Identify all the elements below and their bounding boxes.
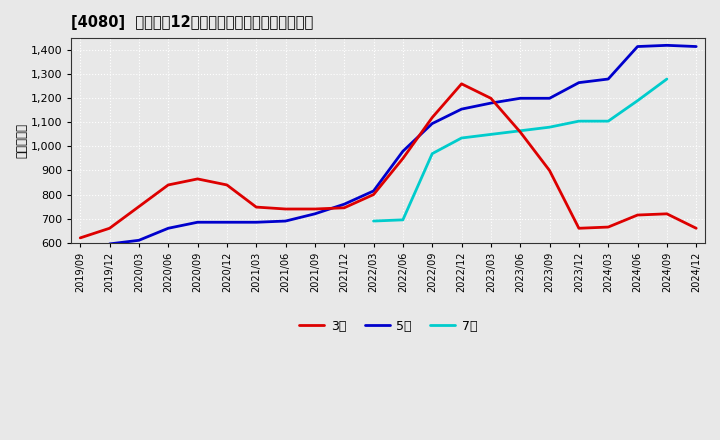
- 5年: [428, 121, 436, 126]
- 3年: [164, 182, 173, 187]
- 7年: [428, 151, 436, 156]
- 5年: [516, 95, 525, 101]
- 3年: [575, 226, 583, 231]
- 7年: [633, 98, 642, 103]
- 5年: [487, 100, 495, 106]
- Legend: 3年, 5年, 7年: 3年, 5年, 7年: [294, 315, 482, 338]
- 3年: [633, 213, 642, 218]
- 5年: [310, 211, 319, 216]
- 7年: [604, 118, 613, 124]
- 3年: [76, 235, 84, 241]
- 3年: [457, 81, 466, 87]
- 5年: [399, 149, 408, 154]
- 3年: [487, 95, 495, 101]
- 5年: [135, 238, 143, 243]
- Y-axis label: （百万円）: （百万円）: [15, 123, 28, 158]
- 3年: [692, 226, 701, 231]
- 5年: [193, 220, 202, 225]
- 7年: [575, 118, 583, 124]
- 3年: [340, 205, 348, 210]
- Line: 7年: 7年: [374, 79, 667, 221]
- 3年: [399, 156, 408, 161]
- 7年: [487, 132, 495, 137]
- 3年: [604, 224, 613, 230]
- 5年: [662, 43, 671, 48]
- 3年: [369, 192, 378, 197]
- 3年: [545, 168, 554, 173]
- 3年: [135, 204, 143, 209]
- 5年: [633, 44, 642, 49]
- 3年: [310, 206, 319, 212]
- 5年: [282, 218, 290, 224]
- 7年: [399, 217, 408, 223]
- 3年: [516, 129, 525, 135]
- 3年: [222, 182, 231, 187]
- 5年: [692, 44, 701, 49]
- Line: 5年: 5年: [109, 45, 696, 244]
- 5年: [105, 241, 114, 246]
- 3年: [193, 176, 202, 182]
- 7年: [369, 218, 378, 224]
- 5年: [457, 106, 466, 112]
- 5年: [222, 220, 231, 225]
- 5年: [252, 220, 261, 225]
- 7年: [545, 125, 554, 130]
- 3年: [428, 115, 436, 120]
- 3年: [662, 211, 671, 216]
- Text: [4080]  経常利益12か月移動合計の標準偏差の推移: [4080] 経常利益12か月移動合計の標準偏差の推移: [71, 15, 314, 30]
- 7年: [516, 128, 525, 133]
- 5年: [545, 95, 554, 101]
- 5年: [575, 80, 583, 85]
- 5年: [164, 226, 173, 231]
- 5年: [340, 202, 348, 207]
- 7年: [457, 136, 466, 141]
- 5年: [369, 188, 378, 194]
- 3年: [282, 206, 290, 212]
- 3年: [252, 205, 261, 210]
- 7年: [662, 77, 671, 82]
- Line: 3年: 3年: [80, 84, 696, 238]
- 3年: [105, 226, 114, 231]
- 5年: [604, 77, 613, 82]
